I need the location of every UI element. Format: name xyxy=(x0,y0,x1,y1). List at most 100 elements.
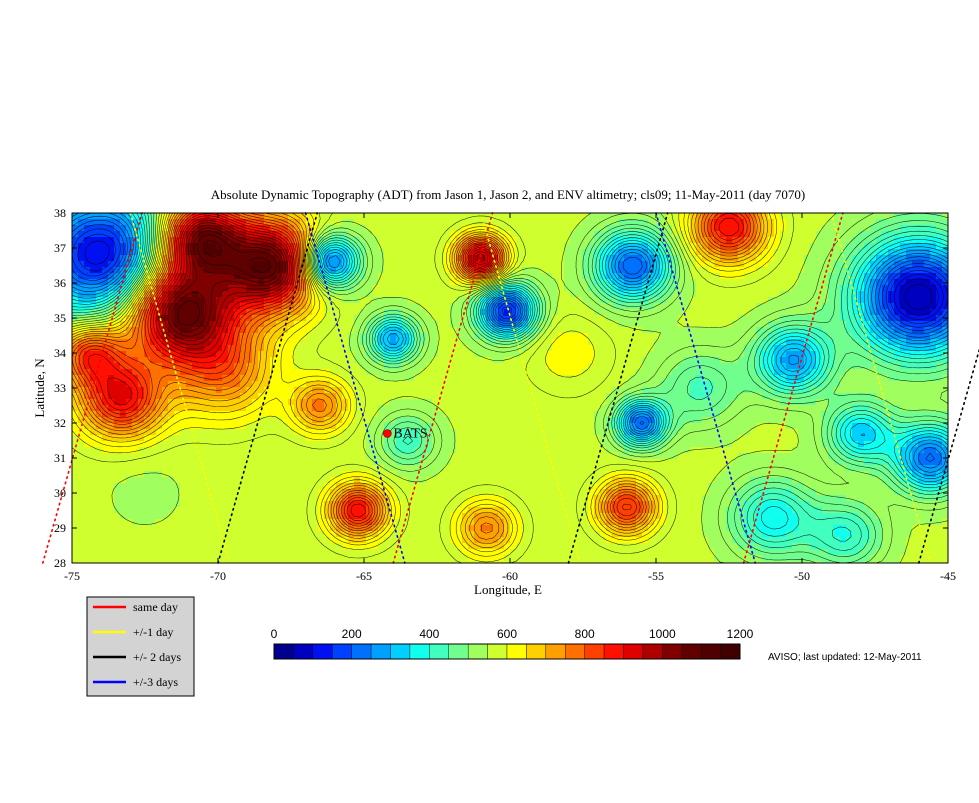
heat-cell xyxy=(150,357,157,364)
heat-cell xyxy=(924,375,931,382)
heat-cell xyxy=(654,357,661,364)
heat-cell xyxy=(720,237,727,244)
heat-cell xyxy=(618,267,625,274)
heat-cell xyxy=(162,369,169,376)
heat-cell xyxy=(342,219,349,226)
heat-cell xyxy=(396,297,403,304)
heat-cell xyxy=(288,339,295,346)
heat-cell xyxy=(840,261,847,268)
heat-cell xyxy=(882,375,889,382)
heat-cell xyxy=(234,213,241,220)
heat-cell xyxy=(120,243,127,250)
heat-cell xyxy=(546,351,553,358)
heat-cell xyxy=(630,297,637,304)
heat-cell xyxy=(624,267,631,274)
heat-cell xyxy=(720,291,727,298)
heat-cell xyxy=(234,411,241,418)
heat-cell xyxy=(768,249,775,256)
heat-cell xyxy=(930,255,937,262)
heat-cell xyxy=(648,291,655,298)
heat-cell xyxy=(156,405,163,412)
heat-cell xyxy=(588,285,595,292)
heat-cell xyxy=(894,357,901,364)
heat-cell xyxy=(888,387,895,394)
heat-cell xyxy=(414,297,421,304)
heat-cell xyxy=(672,405,679,412)
heat-cell xyxy=(606,297,613,304)
heat-cell xyxy=(246,285,253,292)
heat-cell xyxy=(690,225,697,232)
heat-cell xyxy=(144,285,151,292)
heat-cell xyxy=(396,273,403,280)
heat-cell xyxy=(798,225,805,232)
heat-cell xyxy=(342,363,349,370)
heat-cell xyxy=(354,339,361,346)
heat-cell xyxy=(828,231,835,238)
heat-cell xyxy=(462,357,469,364)
heat-cell xyxy=(612,315,619,322)
heat-cell xyxy=(252,261,259,268)
heat-cell xyxy=(888,345,895,352)
heat-cell xyxy=(288,369,295,376)
heat-cell xyxy=(606,273,613,280)
heat-cell xyxy=(942,405,949,412)
heat-cell xyxy=(840,285,847,292)
heat-cell xyxy=(456,369,463,376)
heat-cell xyxy=(420,411,427,418)
heat-cell xyxy=(696,267,703,274)
heat-cell xyxy=(300,393,307,400)
heat-cell xyxy=(444,255,451,262)
heat-cell xyxy=(318,213,325,220)
heat-cell xyxy=(666,387,673,394)
heat-cell xyxy=(828,243,835,250)
heat-cell xyxy=(912,375,919,382)
heat-cell xyxy=(228,291,235,298)
heat-cell xyxy=(366,393,373,400)
heat-cell xyxy=(186,315,193,322)
heat-cell xyxy=(390,303,397,310)
heat-cell xyxy=(426,249,433,256)
heat-cell xyxy=(528,285,535,292)
heat-cell xyxy=(426,321,433,328)
heat-cell xyxy=(276,291,283,298)
heat-cell xyxy=(762,267,769,274)
heat-cell xyxy=(840,363,847,370)
heat-cell xyxy=(342,303,349,310)
heat-cell xyxy=(480,387,487,394)
heat-cell xyxy=(660,333,667,340)
heat-cell xyxy=(402,249,409,256)
heat-cell xyxy=(924,231,931,238)
heat-cell xyxy=(456,357,463,364)
heat-cell xyxy=(810,225,817,232)
heat-cell xyxy=(210,393,217,400)
heat-cell xyxy=(900,279,907,286)
heat-cell xyxy=(696,387,703,394)
heat-cell xyxy=(582,261,589,268)
heat-cell xyxy=(390,411,397,418)
heat-cell xyxy=(708,249,715,256)
heat-cell xyxy=(420,219,427,226)
heat-cell xyxy=(480,363,487,370)
heat-cell xyxy=(336,363,343,370)
heat-cell xyxy=(828,261,835,268)
heat-cell xyxy=(198,243,205,250)
heat-cell xyxy=(108,213,115,220)
heat-cell xyxy=(510,411,517,418)
heat-cell xyxy=(864,279,871,286)
heat-cell xyxy=(546,213,553,220)
heat-cell xyxy=(558,363,565,370)
heat-cell xyxy=(354,225,361,232)
heat-cell xyxy=(912,381,919,388)
heat-cell xyxy=(768,381,775,388)
heat-cell xyxy=(192,327,199,334)
heat-cell xyxy=(600,315,607,322)
heat-cell xyxy=(120,297,127,304)
heat-cell xyxy=(858,219,865,226)
heat-cell xyxy=(576,387,583,394)
heat-cell xyxy=(342,261,349,268)
heat-cell xyxy=(150,387,157,394)
heat-cell xyxy=(216,255,223,262)
heat-cell xyxy=(258,327,265,334)
heat-cell xyxy=(378,273,385,280)
